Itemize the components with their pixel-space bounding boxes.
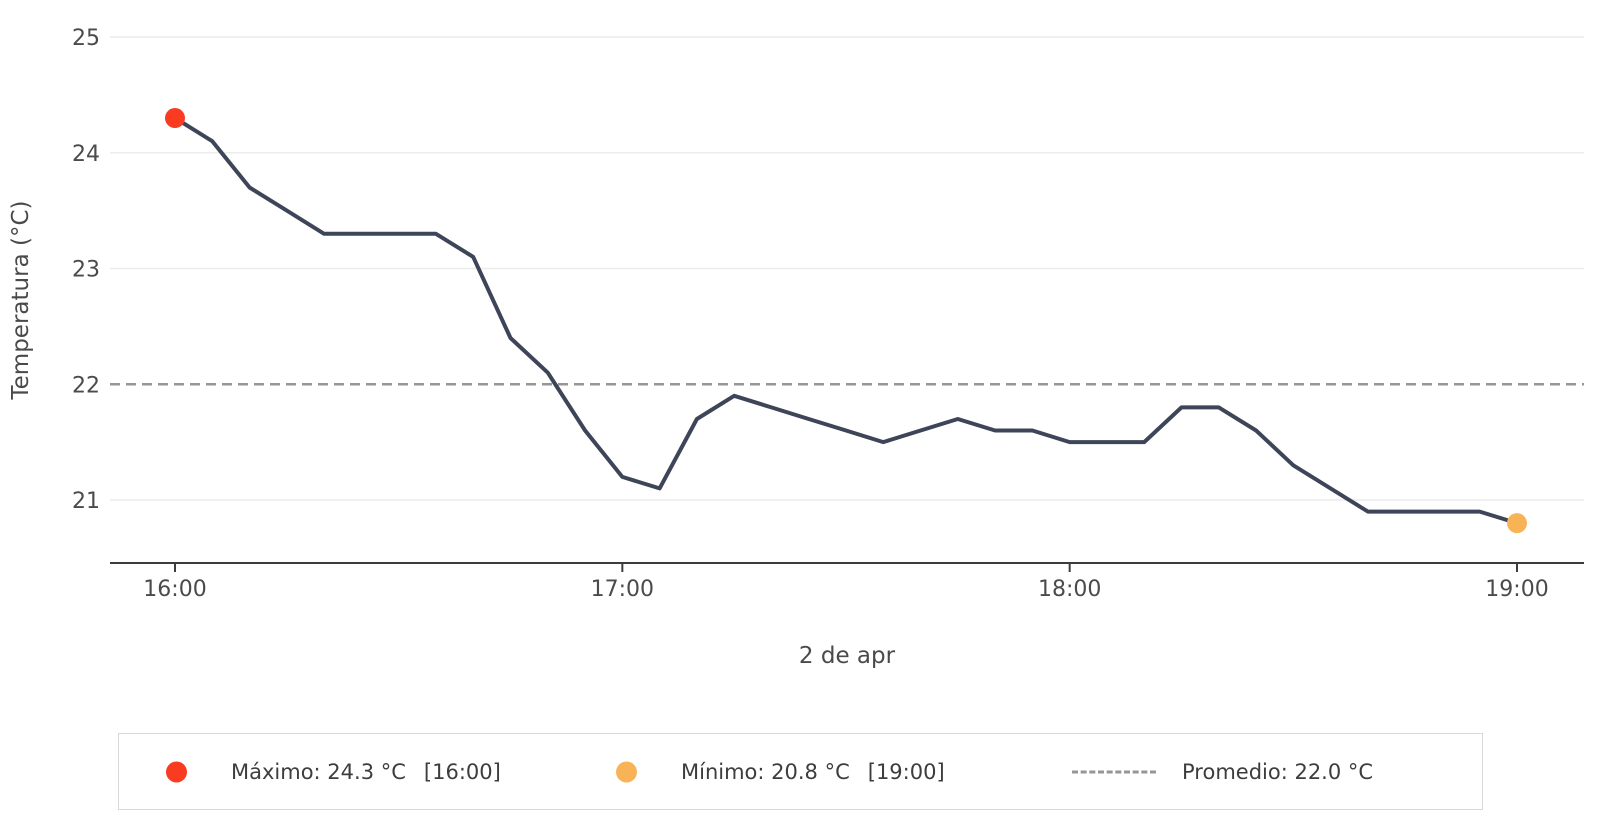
y-tick-label: 23 — [72, 258, 100, 283]
min-point-marker — [1507, 513, 1527, 534]
legend-min-label: Mínimo: 20.8 °C [19:00] — [681, 759, 945, 784]
y-tick-label: 21 — [72, 489, 100, 514]
y-axis-title: Temperatura (°C) — [8, 201, 34, 401]
temperature-series-line — [173, 116, 1519, 526]
min-marker-icon — [616, 761, 637, 782]
max-marker-icon — [166, 761, 187, 782]
x-tick-label: 16:00 — [143, 577, 206, 602]
average-dash-icon — [1072, 770, 1156, 773]
x-tick-label: 19:00 — [1485, 577, 1548, 602]
legend-min-time: [19:00] — [867, 759, 945, 784]
y-tick-label: 22 — [72, 373, 100, 398]
x-tick-label: 18:00 — [1038, 577, 1101, 602]
y-tick-label: 24 — [72, 142, 100, 167]
line-chart-canvas: 16:00 17:00 18:00 19:00 21 22 23 24 25 2 de apr Te… — [8, 26, 1584, 669]
legend-max-label: Máximo: 24.3 °C [16:00] — [231, 759, 501, 784]
max-point-marker — [165, 108, 185, 129]
x-axis-title: 2 de apr — [799, 643, 896, 669]
legend-max-time: [16:00] — [423, 759, 501, 784]
x-tick-label: 17:00 — [591, 577, 654, 602]
legend-average-label: Promedio: 22.0 °C — [1182, 759, 1374, 784]
chart-legend: Máximo: 24.3 °C [16:00] Mínimo: 20.8 °C [1… — [118, 733, 1483, 810]
y-tick-label: 25 — [72, 26, 100, 51]
